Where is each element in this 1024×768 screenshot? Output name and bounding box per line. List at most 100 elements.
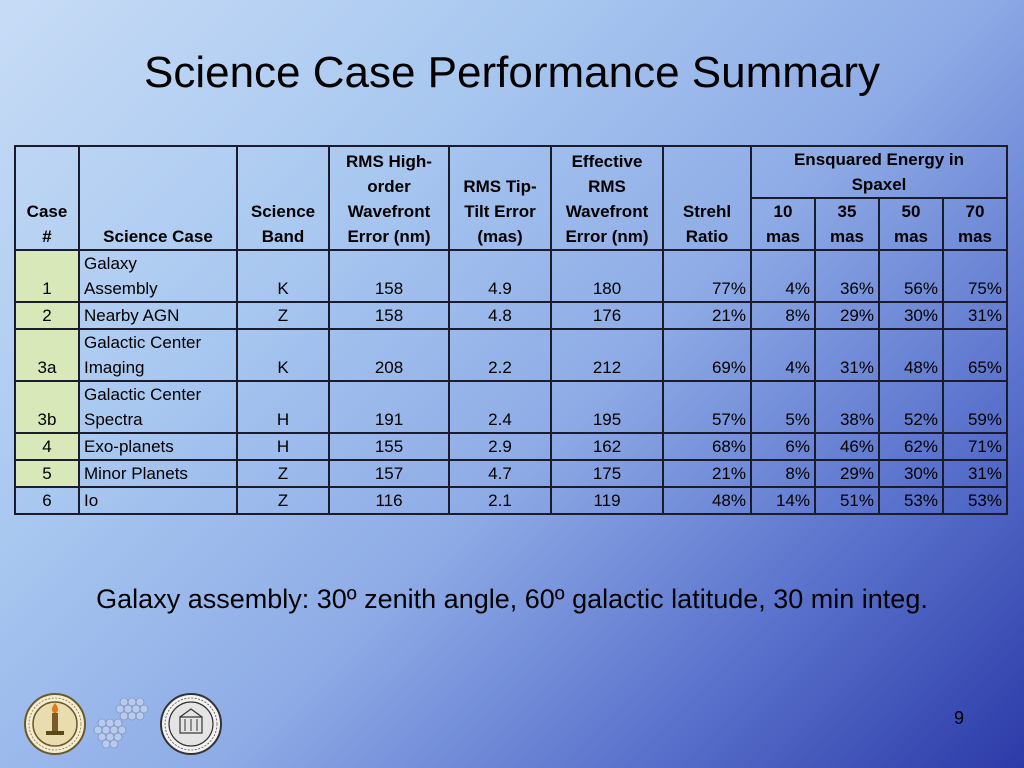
ee-70mas: 71%: [942, 432, 1008, 461]
ee-10mas: 14%: [750, 486, 816, 515]
ee-10mas: 6%: [750, 432, 816, 461]
strehl-ratio: 68%: [662, 432, 752, 461]
header-science-case: Science Case: [78, 145, 238, 251]
effective-rms: 195: [550, 380, 664, 434]
case-number: 5: [14, 459, 80, 488]
rms-high-order: 157: [328, 459, 450, 488]
science-case: Galactic Center Spectra: [78, 380, 238, 434]
ee-70mas: 31%: [942, 301, 1008, 330]
rms-high-order: 155: [328, 432, 450, 461]
ee-50mas: 53%: [878, 486, 944, 515]
ee-35mas: 36%: [814, 249, 880, 303]
ee-10mas: 5%: [750, 380, 816, 434]
rms-high-order: 116: [328, 486, 450, 515]
effective-rms: 119: [550, 486, 664, 515]
rms-tip-tilt: 4.9: [448, 249, 552, 303]
ee-70mas: 75%: [942, 249, 1008, 303]
header-ee-70mas: 70 mas: [942, 197, 1008, 251]
case-number: 2: [14, 301, 80, 330]
header-effective-rms: Effective RMS Wavefront Error (nm): [550, 145, 664, 251]
rms-high-order: 208: [328, 328, 450, 382]
footnote: Galaxy assembly: 30º zenith angle, 60º g…: [96, 584, 928, 614]
case-number: 3a: [14, 328, 80, 382]
ee-10mas: 8%: [750, 301, 816, 330]
ee-70mas: 53%: [942, 486, 1008, 515]
science-case: Io: [78, 486, 238, 515]
case-number: 1: [14, 249, 80, 303]
case-number: 6: [14, 486, 80, 515]
science-band: K: [236, 328, 330, 382]
header-ee-10mas: 10 mas: [750, 197, 816, 251]
rms-tip-tilt: 4.8: [448, 301, 552, 330]
rms-tip-tilt: 2.4: [448, 380, 552, 434]
ee-35mas: 38%: [814, 380, 880, 434]
ee-70mas: 59%: [942, 380, 1008, 434]
rms-tip-tilt: 2.1: [448, 486, 552, 515]
rms-tip-tilt: 4.7: [448, 459, 552, 488]
table-row: 2 Nearby AGN Z 158 4.8 176 21% 8% 29% 30…: [14, 301, 1008, 330]
effective-rms: 180: [550, 249, 664, 303]
rms-high-order: 158: [328, 249, 450, 303]
science-band: Z: [236, 301, 330, 330]
science-case: Galactic Center Imaging: [78, 328, 238, 382]
rms-tip-tilt: 2.2: [448, 328, 552, 382]
ee-70mas: 65%: [942, 328, 1008, 382]
case-number: 3b: [14, 380, 80, 434]
effective-rms: 162: [550, 432, 664, 461]
science-band: Z: [236, 486, 330, 515]
caltech-seal-logo: [24, 693, 86, 755]
strehl-ratio: 21%: [662, 301, 752, 330]
page-number: 9: [953, 708, 964, 728]
table-row: 3a Galactic Center Imaging K 208 2.2 212 …: [14, 328, 1008, 382]
rms-high-order: 158: [328, 301, 450, 330]
header-ee-35mas: 35 mas: [814, 197, 880, 251]
segmented-mirror-logo: [93, 697, 149, 749]
table-row: 4 Exo-planets H 155 2.9 162 68% 6% 46% 6…: [14, 432, 1008, 461]
science-case: Galaxy Assembly: [78, 249, 238, 303]
effective-rms: 175: [550, 459, 664, 488]
ee-50mas: 52%: [878, 380, 944, 434]
ee-50mas: 48%: [878, 328, 944, 382]
effective-rms: 212: [550, 328, 664, 382]
ee-35mas: 29%: [814, 301, 880, 330]
science-band: H: [236, 380, 330, 434]
ee-50mas: 56%: [878, 249, 944, 303]
ee-50mas: 30%: [878, 301, 944, 330]
performance-table: Case # Science Case Science Band RMS High-…: [14, 145, 1008, 515]
header-ensquared-energy: Ensquared Energy in Spaxel: [750, 145, 1008, 199]
strehl-ratio: 21%: [662, 459, 752, 488]
table-row: 3b Galactic Center Spectra H 191 2.4 195 …: [14, 380, 1008, 434]
header-rms-tip-tilt: RMS Tip- Tilt Error (mas): [448, 145, 552, 251]
rms-high-order: 191: [328, 380, 450, 434]
science-band: H: [236, 432, 330, 461]
slide-title: Science Case Performance Summary: [143, 48, 881, 97]
strehl-ratio: 48%: [662, 486, 752, 515]
table-row: 6 Io Z 116 2.1 119 48% 14% 51% 53% 53%: [14, 486, 1008, 515]
ee-70mas: 31%: [942, 459, 1008, 488]
strehl-ratio: 69%: [662, 328, 752, 382]
header-ee-50mas: 50 mas: [878, 197, 944, 251]
ee-50mas: 30%: [878, 459, 944, 488]
ee-35mas: 51%: [814, 486, 880, 515]
effective-rms: 176: [550, 301, 664, 330]
ee-10mas: 8%: [750, 459, 816, 488]
science-case: Minor Planets: [78, 459, 238, 488]
table-row: 1 Galaxy Assembly K 158 4.9 180 77% 4% 36…: [14, 249, 1008, 303]
strehl-ratio: 77%: [662, 249, 752, 303]
ee-10mas: 4%: [750, 328, 816, 382]
ee-10mas: 4%: [750, 249, 816, 303]
case-number: 4: [14, 432, 80, 461]
ee-35mas: 46%: [814, 432, 880, 461]
ee-50mas: 62%: [878, 432, 944, 461]
rms-tip-tilt: 2.9: [448, 432, 552, 461]
ee-35mas: 29%: [814, 459, 880, 488]
science-band: Z: [236, 459, 330, 488]
header-case: Case #: [14, 145, 80, 251]
science-case: Nearby AGN: [78, 301, 238, 330]
header-strehl-ratio: Strehl Ratio: [662, 145, 752, 251]
science-case: Exo-planets: [78, 432, 238, 461]
header-science-band: Science Band: [236, 145, 330, 251]
university-of-california-seal-logo: [160, 693, 222, 755]
table-row: 5 Minor Planets Z 157 4.7 175 21% 8% 29%…: [14, 459, 1008, 488]
strehl-ratio: 57%: [662, 380, 752, 434]
